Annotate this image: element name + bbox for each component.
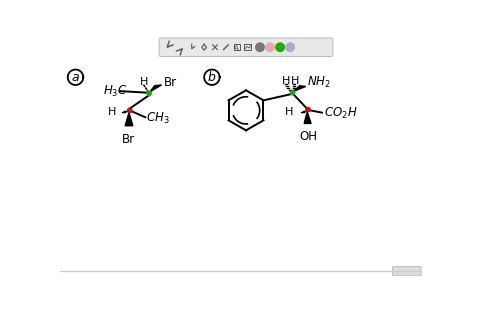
Circle shape	[286, 43, 294, 51]
Circle shape	[128, 108, 132, 113]
Text: H: H	[282, 76, 290, 86]
Polygon shape	[125, 113, 133, 126]
Polygon shape	[150, 85, 162, 92]
Text: H: H	[290, 76, 299, 86]
Polygon shape	[294, 86, 306, 91]
Circle shape	[256, 43, 264, 51]
FancyBboxPatch shape	[393, 267, 421, 276]
Text: a: a	[72, 71, 79, 84]
Polygon shape	[304, 112, 311, 123]
Text: $H_3C$: $H_3C$	[103, 84, 127, 99]
Text: H: H	[140, 77, 148, 87]
FancyBboxPatch shape	[159, 38, 333, 56]
Text: $CH_3$: $CH_3$	[146, 110, 169, 126]
Circle shape	[147, 91, 151, 95]
Text: $NH_2$: $NH_2$	[307, 75, 331, 90]
Text: H: H	[285, 107, 293, 117]
Text: b: b	[208, 71, 216, 84]
Text: Br: Br	[121, 133, 135, 146]
Text: H: H	[108, 107, 116, 117]
Text: OH: OH	[299, 130, 317, 143]
Circle shape	[290, 91, 295, 95]
Circle shape	[276, 43, 284, 51]
Text: $CO_2H$: $CO_2H$	[324, 106, 357, 121]
Circle shape	[266, 43, 274, 51]
Text: Br: Br	[164, 76, 177, 89]
Text: A: A	[234, 45, 239, 51]
Circle shape	[306, 108, 310, 112]
